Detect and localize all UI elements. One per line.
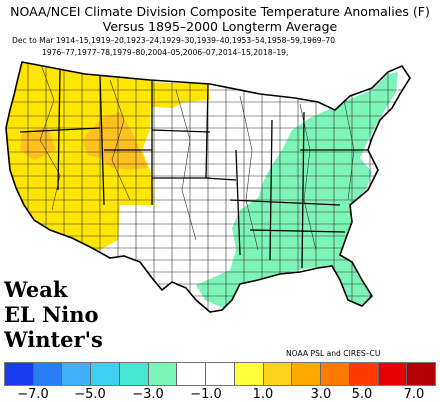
legend-swatch [119,363,149,385]
legend-swatch [62,363,92,385]
us-climate-division-map [5,61,411,313]
legend-swatch [148,363,178,385]
legend-tick: 7.0 [403,387,425,402]
years-list-line2: 1976–77,1977–78,1979–80,2004–05,2006–07,… [42,48,289,57]
legend-swatch [177,363,207,385]
legend-swatch [378,363,408,385]
us-outline [5,61,411,313]
legend-swatch [234,363,264,385]
legend-tick: −5.0 [74,387,106,402]
climate-division-grid [6,62,410,312]
warm-anomaly-region-west [6,62,154,250]
warm-anomaly-region-north-dakota [140,82,210,108]
legend-swatch [5,363,34,385]
legend-tick: 5.0 [351,387,373,402]
legend-swatch [33,363,63,385]
legend-swatch [349,363,379,385]
legend-tick: −3.0 [132,387,164,402]
legend-tick: −1.0 [190,387,222,402]
overlay-label-el-nino: EL Nino [4,302,99,327]
map-title-line2: Versus 1895–2000 Longterm Average [102,19,338,34]
legend-swatch [263,363,293,385]
years-list-line1: Dec to Mar 1914–15,1919–20,1923–24,1929–… [12,36,336,45]
legend-tick: 3.0 [310,387,332,402]
legend-swatch [292,363,322,385]
overlay-label-winters: Winter's [4,327,103,352]
legend-tick: −7.0 [17,387,49,402]
credit-text: NOAA PSL and CIRES–CU [286,349,381,358]
legend-tick: 1.0 [252,387,274,402]
legend-swatch [91,363,120,385]
state-boundaries [19,69,370,269]
color-scale-legend [4,362,436,386]
legend-swatch [206,363,235,385]
warm-core-region-idaho-utah [82,112,148,170]
overlay-label-weak: Weak [4,277,68,302]
legend-swatch [321,363,350,385]
legend-swatch [407,363,436,385]
cool-anomaly-region-east [196,72,398,312]
map-title: NOAA/NCEI Climate Division Composite Tem… [10,4,430,19]
